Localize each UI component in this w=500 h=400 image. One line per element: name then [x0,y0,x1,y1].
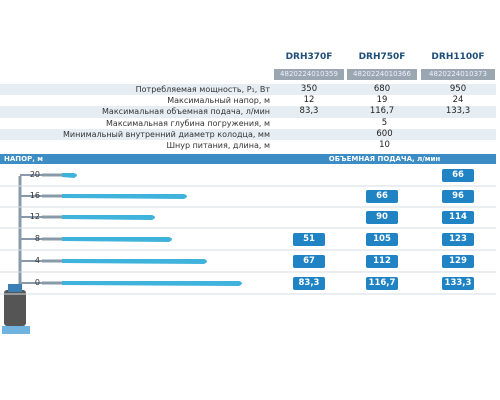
flow-value: 66 [442,169,474,182]
spec-value: 600 [376,128,393,139]
water [2,326,30,334]
spec-label: Максимальный напор, м [167,96,270,106]
spec-value: 116,7 [369,106,395,117]
head-label: 4 [34,256,40,265]
model-name: DRH750F [358,52,406,62]
model-code: 4820224010366 [347,69,417,80]
flow-value: 133,3 [442,277,474,290]
flow-value: 51 [293,233,325,246]
spec-label: Шнур питания, длина, м [166,141,270,150]
head-label: 8 [34,234,40,243]
head-label: 16 [29,191,40,200]
flow-value: 96 [442,190,474,203]
model-code: 4820224010373 [421,69,495,80]
head-header: НАПОР, м [4,155,44,163]
spec-label: Максимальная глубина погружения, м [106,118,270,128]
head-label: 12 [29,212,40,221]
spec-label: Максимальная объемная подача, л/мин [102,107,270,117]
spec-value: 133,3 [445,106,471,117]
spec-value: 5 [381,117,388,128]
row-band [0,128,496,140]
flow-value: 129 [442,255,474,268]
water-stream [62,215,155,220]
flow-value: 66 [366,190,398,203]
pump [4,290,26,326]
spec-value: 350 [300,84,318,94]
model-name: DRH1100F [431,52,485,62]
spec-value: 19 [376,95,388,106]
spec-value: 24 [452,95,464,106]
water-stream [62,194,187,199]
water-stream [62,173,77,178]
spec-label: Минимальный внутренний диаметр колодца, … [63,129,270,139]
flow-value: 67 [293,255,325,268]
model-name: DRH370F [285,52,333,62]
flow-value: 116,7 [366,277,398,290]
flow-value: 114 [442,211,474,224]
flow-header: ОБЪЕМНАЯ ПОДАЧА, л/мин [328,155,441,163]
water-stream [62,237,172,242]
row-band [0,84,496,96]
spec-value: 12 [303,95,315,106]
row-band [0,106,496,118]
water-stream [62,281,242,286]
flow-value: 123 [442,233,474,246]
spec-label: Потребляемая мощность, P₁, Вт [135,85,270,94]
water-stream [62,259,207,264]
spec-value: 10 [379,140,390,150]
head-label: 0 [34,278,40,287]
spec-value: 950 [449,84,467,94]
pump-top [8,284,22,292]
section-bar [0,154,496,164]
flow-value: 105 [366,233,398,246]
spec-value: 680 [373,84,391,94]
flow-value: 90 [366,211,398,224]
head-label: 20 [29,170,40,179]
flow-value: 83,3 [293,277,325,290]
spec-value: 83,3 [299,106,319,117]
flow-value: 112 [366,255,398,268]
model-code: 4820224010359 [274,69,344,80]
